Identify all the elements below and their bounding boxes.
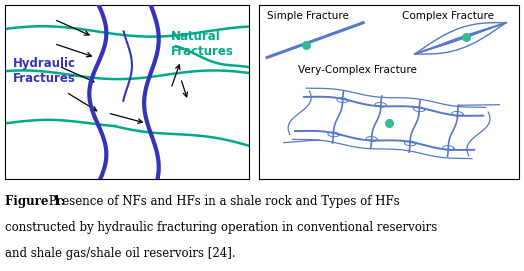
Text: Simple Fracture: Simple Fracture — [267, 11, 349, 21]
Text: Natural
Fractures: Natural Fractures — [171, 30, 234, 57]
Text: Figure 1:: Figure 1: — [5, 195, 66, 208]
Text: constructed by hydraulic fracturing operation in conventional reservoirs: constructed by hydraulic fracturing oper… — [5, 221, 438, 234]
Text: Hydraulic
Fractures: Hydraulic Fractures — [13, 57, 75, 85]
Text: Very-Complex Fracture: Very-Complex Fracture — [298, 64, 417, 75]
Text: Presence of NFs and HFs in a shale rock and Types of HFs: Presence of NFs and HFs in a shale rock … — [45, 195, 399, 208]
Text: Complex Fracture: Complex Fracture — [402, 11, 494, 21]
Text: and shale gas/shale oil reservoirs [24].: and shale gas/shale oil reservoirs [24]. — [5, 247, 236, 260]
